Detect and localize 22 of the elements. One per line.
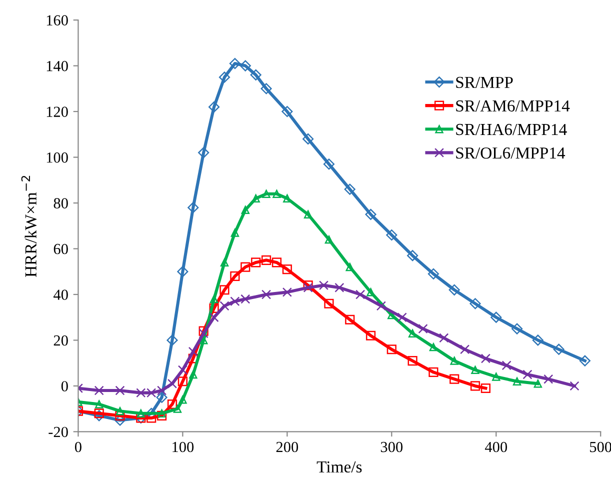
y-tick-label: 140 [46, 60, 68, 72]
x-tick-label: 200 [276, 442, 298, 452]
x-tick-label: 0 [74, 442, 82, 452]
x-axis-title: Time/s [316, 461, 362, 473]
y-tick-label: 40 [54, 290, 68, 300]
y-tick-label: 120 [46, 106, 68, 117]
x-tick-label: 300 [380, 442, 403, 452]
y-axis-title: HRR/kW×m$^{−2}$ [21, 176, 37, 277]
y-tick-label: 80 [54, 198, 68, 208]
legend-label: SR/MPP [456, 76, 513, 88]
y-tick-label: 60 [54, 244, 68, 254]
y-tick-label: 20 [54, 335, 68, 346]
y-tick-label: -20 [48, 426, 68, 438]
y-tick-label: 0 [61, 381, 68, 392]
x-tick-label: 400 [484, 442, 508, 452]
legend-label: SR/HA6/MPP14 [456, 124, 567, 136]
x-tick-label: 500 [590, 442, 611, 452]
legend-label: SR/OL6/MPP14 [456, 147, 566, 159]
legend-label: SR/AM6/MPP14 [456, 100, 570, 112]
y-tick-label: 100 [46, 152, 68, 163]
y-tick-label: 160 [46, 15, 68, 26]
x-tick-label: 100 [172, 442, 194, 452]
